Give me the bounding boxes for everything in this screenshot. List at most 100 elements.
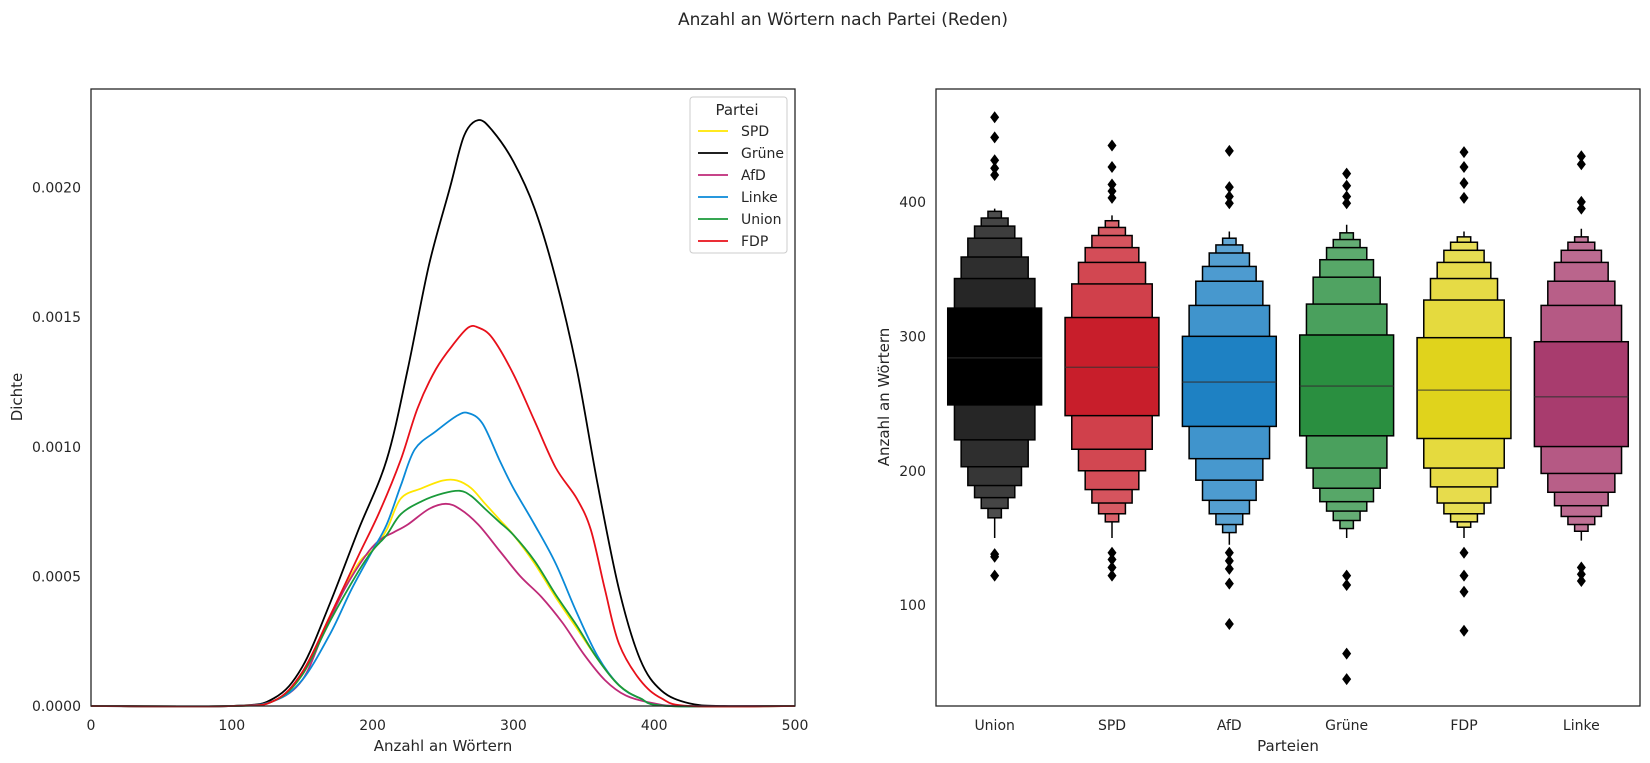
kde-y-tick-label: 0.0015 <box>32 310 81 326</box>
kde-plot-frame <box>90 88 796 707</box>
kde-y-tick-label: 0.0005 <box>32 569 81 585</box>
legend-items: SPD Grüne AfD Linke Union FDP <box>698 124 784 250</box>
boxen-outlier <box>1107 185 1117 198</box>
boxen-outlier <box>1107 191 1117 204</box>
boxen-outlier <box>1576 561 1586 574</box>
boxen-outlier <box>1576 202 1586 215</box>
kde-y-axis: 0.0000 0.0005 0.0010 0.0015 0.0020 <box>32 181 81 715</box>
kde-y-tick-label: 0.0000 <box>32 699 81 715</box>
boxen-afd <box>1181 144 1278 631</box>
boxen-y-tick-label: 300 <box>899 329 926 345</box>
boxen-outlier <box>1224 546 1234 559</box>
boxen-outlier <box>1342 197 1352 210</box>
kde-x-axis-label: Anzahl an Wörtern <box>374 737 513 755</box>
boxen-x-tick-label: FDP <box>1450 718 1477 734</box>
boxen-outlier <box>1342 179 1352 192</box>
kde-x-tick-label: 100 <box>218 718 245 734</box>
kde-y-tick-label: 0.0010 <box>32 440 81 456</box>
boxen-outlier <box>1342 673 1352 686</box>
kde-y-tick-label: 0.0020 <box>32 181 81 197</box>
boxen-spd <box>1064 139 1160 582</box>
boxen-y-axis: 100 200 300 400 <box>899 195 926 614</box>
boxen-outlier <box>990 569 1000 582</box>
kde-line-afd <box>90 502 796 708</box>
boxen-outlier <box>1107 160 1117 173</box>
figure-title: Anzahl an Wörtern nach Partei (Reden) <box>678 10 1008 30</box>
boxen-outlier <box>1576 568 1586 581</box>
boxen-x-tick-label: AfD <box>1217 718 1242 734</box>
legend-label: Grüne <box>741 146 784 162</box>
boxen-x-tick-label: Grüne <box>1325 718 1368 734</box>
boxen-outlier <box>990 169 1000 182</box>
boxen-y-tick-label: 200 <box>899 464 926 480</box>
boxen-outlier <box>1107 561 1117 574</box>
boxen-box <box>1181 335 1278 428</box>
boxen-linke <box>1533 150 1630 587</box>
boxen-outlier <box>1576 195 1586 208</box>
boxen-box <box>1298 334 1395 437</box>
boxen-outlier <box>1107 569 1117 582</box>
kde-x-tick-label: 0 <box>87 718 96 734</box>
boxen-outlier <box>1224 554 1234 567</box>
boxen-outlier <box>1224 562 1234 575</box>
boxen-outlier <box>990 131 1000 144</box>
boxen-outlier <box>990 548 1000 561</box>
kde-line-spd <box>90 478 796 708</box>
boxen-outlier <box>1459 177 1469 190</box>
boxen-chart: 100 200 300 400 Union SPD AfD Grüne FDP Linke Pa… <box>875 88 1641 755</box>
boxen-outlier <box>990 111 1000 124</box>
kde-chart: 0 100 200 300 400 500 0.0000 0.0005 0.0010 0.001… <box>8 88 809 755</box>
boxen-grüne <box>1298 167 1395 686</box>
boxen-outlier <box>1459 546 1469 559</box>
boxen-outlier <box>1224 197 1234 210</box>
boxen-y-axis-label: Anzahl an Wörtern <box>875 328 893 467</box>
boxen-outlier <box>1224 618 1234 631</box>
boxen-fdp <box>1416 146 1512 637</box>
boxen-outlier <box>1459 585 1469 598</box>
boxen-outlier <box>1342 579 1352 592</box>
kde-line-fdp <box>90 324 796 708</box>
kde-line-union <box>90 489 796 708</box>
kde-x-tick-label: 400 <box>641 718 668 734</box>
kde-y-axis-label: Dichte <box>8 373 26 422</box>
boxen-outlier <box>1224 577 1234 590</box>
boxen-outlier <box>1342 647 1352 660</box>
boxen-x-axis: Union SPD AfD Grüne FDP Linke <box>974 718 1599 734</box>
legend-label: AfD <box>741 168 766 184</box>
boxen-box <box>946 307 1043 406</box>
boxen-outlier <box>990 154 1000 167</box>
legend-label: Union <box>741 212 781 228</box>
legend-label: Linke <box>741 190 778 206</box>
legend-label: SPD <box>741 124 769 140</box>
kde-x-tick-label: 500 <box>782 718 809 734</box>
boxen-outlier <box>1342 167 1352 180</box>
boxen-union <box>946 111 1043 582</box>
boxen-x-tick-label: Union <box>974 718 1014 734</box>
boxen-outlier <box>1224 144 1234 157</box>
boxen-outlier <box>1342 190 1352 203</box>
kde-line-grüne <box>90 119 796 708</box>
boxen-outlier <box>1576 150 1586 163</box>
boxen-outlier <box>1107 546 1117 559</box>
boxen-outlier <box>1107 139 1117 152</box>
boxen-outlier <box>1459 191 1469 204</box>
kde-x-tick-label: 300 <box>500 718 527 734</box>
boxen-x-axis-label: Parteien <box>1257 737 1319 755</box>
kde-line-linke <box>90 411 796 708</box>
kde-x-tick-label: 200 <box>359 718 386 734</box>
boxen-outlier <box>1224 181 1234 194</box>
boxen-plot-frame <box>935 88 1641 707</box>
boxen-outlier <box>1459 624 1469 637</box>
boxen-outlier <box>1459 160 1469 173</box>
boxen-y-tick-label: 100 <box>899 598 926 614</box>
boxen-groups <box>946 111 1630 686</box>
boxen-outlier <box>1224 190 1234 203</box>
boxen-box <box>1064 316 1160 417</box>
boxen-outlier <box>1107 178 1117 191</box>
boxen-outlier <box>1459 146 1469 159</box>
boxen-x-tick-label: Linke <box>1563 718 1600 734</box>
boxen-outlier <box>990 162 1000 175</box>
boxen-outlier <box>1342 569 1352 582</box>
boxen-outlier <box>1576 574 1586 587</box>
